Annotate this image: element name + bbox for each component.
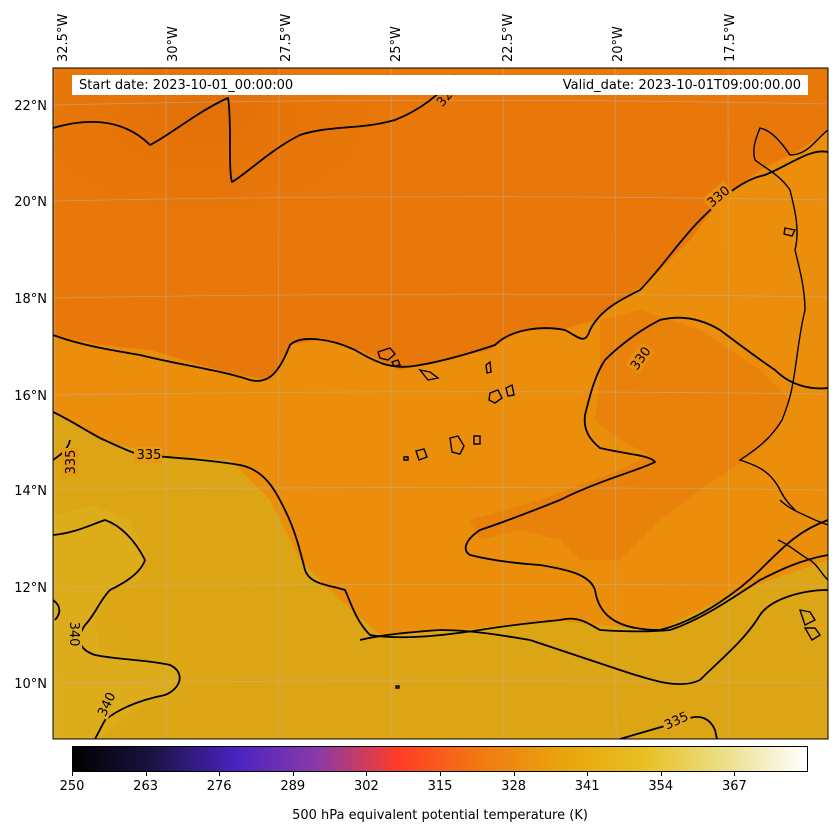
colorbar-tick-label: 276 xyxy=(206,779,232,794)
field-cool-spot xyxy=(53,68,553,368)
contour-label: 335 xyxy=(64,450,79,475)
contour-label: 340 xyxy=(66,622,81,647)
coastlines xyxy=(377,127,828,689)
field-cool-southeast xyxy=(470,310,790,560)
colorbar-tick xyxy=(513,772,515,776)
colorbar-tick-label: 341 xyxy=(574,779,600,794)
map-frame xyxy=(52,67,829,740)
start-date-label: Start date: 2023-10-01_00:00:00 xyxy=(79,77,294,93)
lat-label: 12°N xyxy=(14,581,47,596)
lon-label: 30°W xyxy=(166,26,181,62)
colorbar-tick-label: 315 xyxy=(427,779,453,794)
colorbar-tick xyxy=(734,772,736,776)
colorbar-tick-label: 328 xyxy=(501,779,526,794)
colorbar-tick xyxy=(587,772,589,776)
map-figure: 330 330 335 335 340 340 335 32 32.5°W 30… xyxy=(14,14,829,740)
lat-label: 18°N xyxy=(14,292,47,307)
graticule xyxy=(53,68,828,739)
contour-label: 335 xyxy=(137,448,162,463)
lon-label: 27.5°W xyxy=(279,14,294,62)
lon-label: 32.5°W xyxy=(56,14,71,62)
colorbar-title: 500 hPa equivalent potential temperature… xyxy=(292,808,588,823)
colorbar-tick-label: 367 xyxy=(721,779,747,794)
colorbar-tick xyxy=(366,772,368,776)
date-info-bar: Start date: 2023-10-01_00:00:00 Valid_da… xyxy=(72,75,808,95)
lat-label: 10°N xyxy=(14,677,47,692)
colorbar-tick-label: 302 xyxy=(353,779,379,794)
colorbar-tick-label: 354 xyxy=(648,779,674,794)
lon-label: 17.5°W xyxy=(723,14,738,62)
contour-lines xyxy=(53,74,828,739)
colorbar-tick xyxy=(660,772,662,776)
lon-labels: 32.5°W 30°W 27.5°W 25°W 22.5°W 20°W 17.5… xyxy=(56,14,738,62)
colorbar-tick xyxy=(219,772,221,776)
lon-label: 22.5°W xyxy=(501,14,516,62)
valid-date-label: Valid_date: 2023-10-01T09:00:00.00 xyxy=(562,77,801,93)
lat-label: 14°N xyxy=(14,484,47,499)
lat-labels: 22°N 20°N 18°N 16°N 14°N 12°N 10°N xyxy=(14,99,47,692)
lon-label: 20°W xyxy=(611,26,626,62)
colorbar-tick xyxy=(440,772,441,776)
lat-label: 20°N xyxy=(14,195,47,210)
colorbar-tick xyxy=(145,772,147,776)
colorbar-tick xyxy=(72,772,73,776)
colorbar xyxy=(72,746,808,772)
colorbar-tick-label: 250 xyxy=(59,779,85,794)
colorbar-tick xyxy=(292,772,294,776)
colorbar-tick-label: 263 xyxy=(133,779,158,794)
lon-label: 25°W xyxy=(389,26,404,62)
lat-label: 22°N xyxy=(14,99,47,114)
colorbar-tick-label: 289 xyxy=(280,779,306,794)
lat-label: 16°N xyxy=(14,389,47,404)
field-warm-core xyxy=(53,505,180,739)
map-area: 330 330 335 335 340 340 335 32 xyxy=(53,68,828,739)
